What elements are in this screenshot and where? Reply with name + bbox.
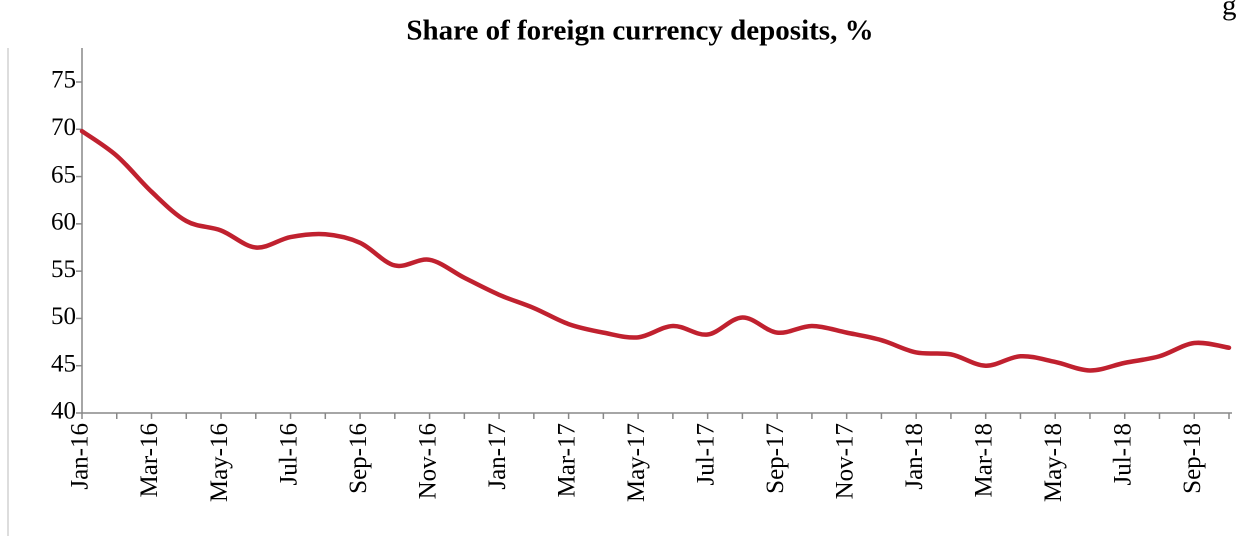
x-tick-label: Jul-17 <box>692 423 719 486</box>
x-tick-label: Jan-18 <box>901 423 928 490</box>
x-tick-label: May-16 <box>206 423 233 502</box>
x-tick-label: Sep-16 <box>345 423 372 494</box>
x-tick-label: May-17 <box>623 423 650 502</box>
annotation: g <box>1222 0 1237 22</box>
chart-title: Share of foreign currency deposits, % <box>406 15 873 47</box>
x-tick-label: May-18 <box>1040 423 1067 502</box>
y-tick-label: 50 <box>51 303 76 330</box>
x-tick-label: Jan-16 <box>67 423 94 490</box>
y-tick-label: 65 <box>51 161 76 188</box>
y-tick-label: 45 <box>51 350 76 377</box>
series-line <box>79 128 1232 373</box>
x-tick-label: Mar-17 <box>553 423 580 497</box>
x-tick-label: Nov-17 <box>831 423 858 499</box>
x-tick-label: Jan-17 <box>484 423 511 490</box>
y-tick-label: 60 <box>51 209 76 236</box>
y-tick-label: 75 <box>51 67 76 94</box>
x-tick-label: Jul-16 <box>275 423 302 486</box>
x-tick-label: Jul-18 <box>1109 423 1136 486</box>
y-tick-label: 70 <box>51 114 76 141</box>
y-tick-label: 55 <box>51 256 76 283</box>
x-tick-label: Nov-16 <box>414 423 441 499</box>
x-tick-label: Sep-17 <box>762 423 789 494</box>
x-tick-label: Mar-18 <box>970 423 997 497</box>
x-tick-label: Sep-18 <box>1179 423 1206 494</box>
y-tick-label: 40 <box>51 398 76 425</box>
x-tick-label: Mar-16 <box>136 423 163 497</box>
